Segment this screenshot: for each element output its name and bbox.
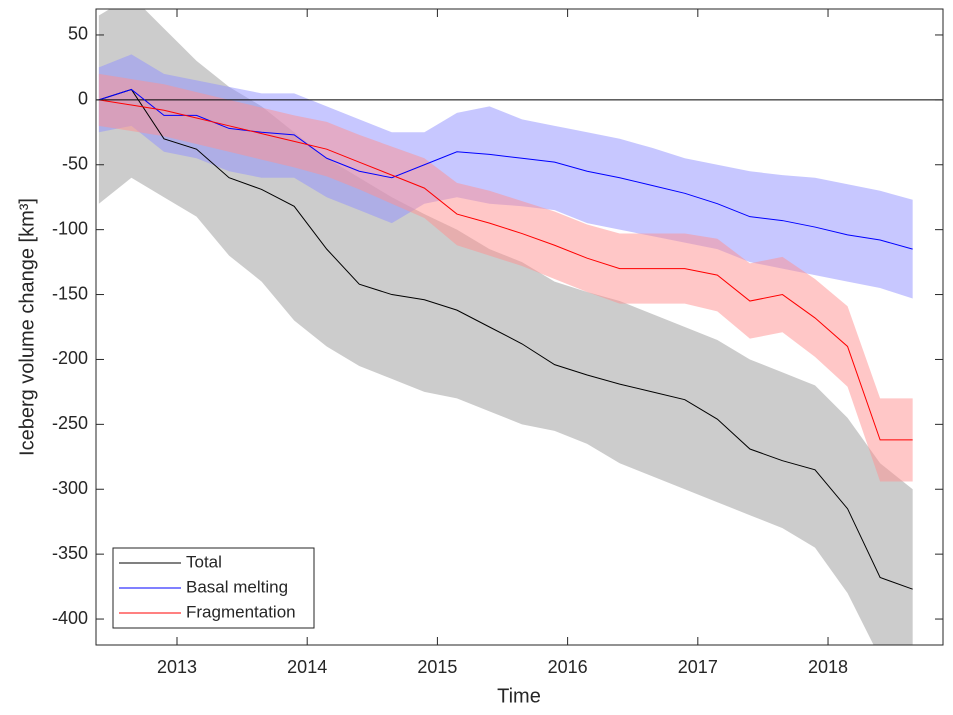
x-tick-label: 2018 bbox=[808, 657, 848, 677]
series-line bbox=[98, 99, 913, 441]
series-line bbox=[98, 88, 913, 590]
legend-label: Fragmentation bbox=[186, 602, 296, 621]
y-tick-label: -250 bbox=[52, 413, 88, 433]
y-tick-label: -100 bbox=[52, 218, 88, 238]
error-band bbox=[98, 73, 913, 482]
y-axis-label: Iceberg volume change [km³] bbox=[16, 198, 38, 456]
x-tick-label: 2014 bbox=[287, 657, 327, 677]
legend: Total Basal melting Fragmentation bbox=[112, 547, 315, 629]
y-tick-label: -300 bbox=[52, 478, 88, 498]
y-tick-label: -50 bbox=[62, 154, 88, 174]
x-tick-label: 2013 bbox=[157, 657, 197, 677]
legend-label: Basal melting bbox=[186, 577, 288, 596]
error-band bbox=[98, 54, 913, 299]
plot-area bbox=[96, 9, 943, 645]
x-axis-label: Time bbox=[497, 685, 541, 707]
y-tick-label: -150 bbox=[52, 283, 88, 303]
y-tick-label: 50 bbox=[68, 24, 88, 44]
x-tick-label: 2017 bbox=[678, 657, 718, 677]
axes: 50 0 -50 -100 -150 -200 -250 -300 -350 -400 2013 20… bbox=[52, 9, 943, 677]
series-line bbox=[98, 88, 913, 250]
x-tick-label: 2015 bbox=[417, 657, 457, 677]
y-tick-label: -400 bbox=[52, 608, 88, 628]
axes-box bbox=[95, 8, 944, 646]
legend-label: Total bbox=[186, 552, 222, 571]
y-tick-label: 0 bbox=[78, 89, 88, 109]
y-tick-label: -200 bbox=[52, 348, 88, 368]
x-tick-label: 2016 bbox=[548, 657, 588, 677]
y-tick-label: -350 bbox=[52, 543, 88, 563]
